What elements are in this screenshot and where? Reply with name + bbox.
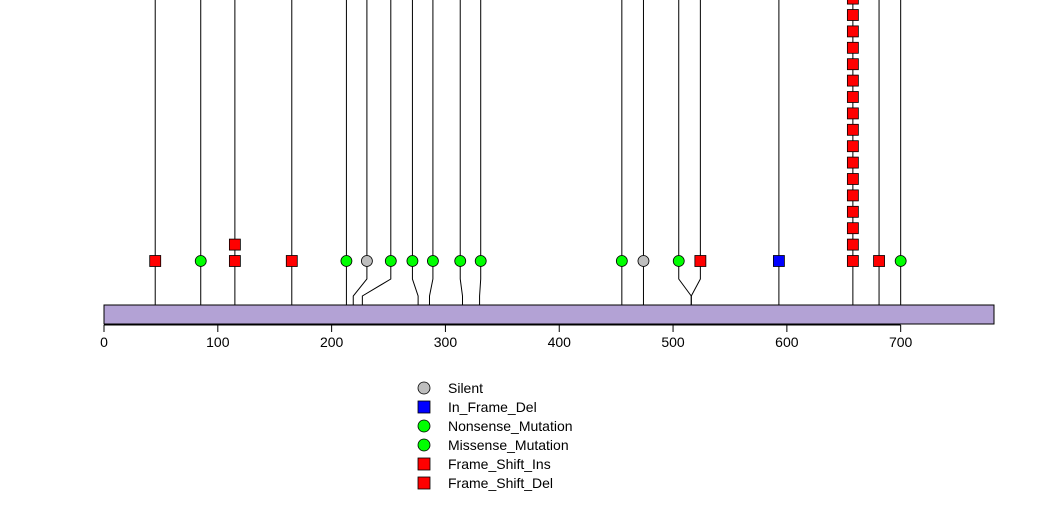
mutation-marker-frame-shift-del	[846, 41, 859, 54]
legend-label: Missense_Mutation	[448, 437, 569, 453]
mutation-stem	[428, 0, 434, 305]
mutation-marker-frame-shift-del	[846, 140, 859, 153]
mutation-marker-frame-shift-del	[149, 255, 162, 267]
mutation-marker-frame-shift-del	[846, 222, 859, 235]
x-tick-label: 700	[889, 334, 913, 350]
mutation-marker-missense-mutation	[474, 255, 487, 267]
mutation-marker-frame-shift-del	[846, 58, 859, 71]
mutation-stem	[411, 0, 419, 305]
mutation-marker-missense-mutation	[194, 255, 207, 267]
mutation-marker-missense-mutation	[427, 255, 439, 267]
mutation-marker-silent	[361, 255, 373, 267]
mutation-markers	[149, 0, 907, 267]
x-tick-label: 100	[206, 334, 230, 350]
mutation-marker-in-frame-del	[772, 255, 785, 267]
mutation-marker-frame-shift-del	[846, 255, 859, 267]
mutation-stems	[154, 0, 902, 324]
mutation-marker-missense-mutation	[406, 255, 419, 267]
x-tick-label: 400	[548, 334, 572, 350]
x-tick-label: 600	[775, 334, 799, 350]
legend-label: Frame_Shift_Del	[448, 475, 553, 491]
mutation-marker-frame-shift-del	[846, 156, 859, 169]
mutation-marker-missense-mutation	[615, 255, 628, 267]
mutation-marker-frame-shift-del	[285, 255, 298, 267]
mutation-marker-frame-shift-del	[846, 0, 859, 5]
mutation-marker-frame-shift-del	[846, 107, 859, 120]
mutation-marker-missense-mutation	[384, 255, 397, 267]
legend-key-frame-shift-del	[417, 476, 431, 490]
legend-label: Nonsense_Mutation	[448, 418, 573, 434]
x-tick-label: 0	[100, 334, 108, 350]
mutation-stem	[459, 0, 464, 305]
mutation-marker-missense-mutation	[894, 255, 907, 267]
mutation-marker-frame-shift-del	[228, 238, 241, 251]
x-tick-label: 300	[434, 334, 458, 350]
mutation-marker-frame-shift-del	[846, 91, 859, 103]
mutation-marker-frame-shift-del	[846, 205, 859, 218]
mutation-marker-silent	[637, 255, 650, 267]
mutation-marker-frame-shift-del	[846, 173, 859, 185]
x-tick-label: 200	[320, 334, 344, 350]
legend-key-missense-mutation	[417, 438, 431, 452]
legend-key-silent	[417, 381, 431, 395]
mutation-marker-frame-shift-del	[846, 123, 859, 136]
mutation-stem	[690, 0, 701, 305]
mutation-marker-frame-shift-del	[846, 189, 859, 202]
mutation-marker-frame-shift-del	[228, 255, 241, 267]
x-axis: 0 100 200 300 400 500 600 700	[100, 324, 913, 350]
legend-label: In_Frame_Del	[448, 399, 537, 415]
mutation-stem	[361, 0, 392, 305]
mutation-stem	[352, 0, 368, 305]
legend-key-nonsense-mutation	[417, 419, 431, 433]
mutation-marker-missense-mutation	[340, 255, 353, 267]
mutation-marker-frame-shift-del	[694, 255, 707, 267]
mutation-marker-missense-mutation	[672, 255, 685, 267]
mutation-marker-frame-shift-del	[846, 74, 859, 87]
legend: Silent In_Frame_Del Nonsense_Mutation Misse…	[417, 380, 573, 491]
mutation-stem	[479, 0, 482, 305]
mutation-marker-frame-shift-del	[846, 238, 859, 251]
mutation-marker-missense-mutation	[454, 255, 467, 267]
legend-key-in-frame-del	[417, 400, 431, 414]
mutation-marker-frame-shift-del	[846, 9, 859, 21]
legend-label: Frame_Shift_Ins	[448, 456, 551, 472]
mutation-marker-frame-shift-del	[846, 25, 859, 38]
protein-domain-bar	[103, 304, 995, 325]
x-tick-label: 500	[661, 334, 685, 350]
legend-key-frame-shift-ins	[417, 457, 431, 471]
mutation-marker-frame-shift-del	[873, 255, 885, 267]
legend-label: Silent	[448, 380, 483, 396]
